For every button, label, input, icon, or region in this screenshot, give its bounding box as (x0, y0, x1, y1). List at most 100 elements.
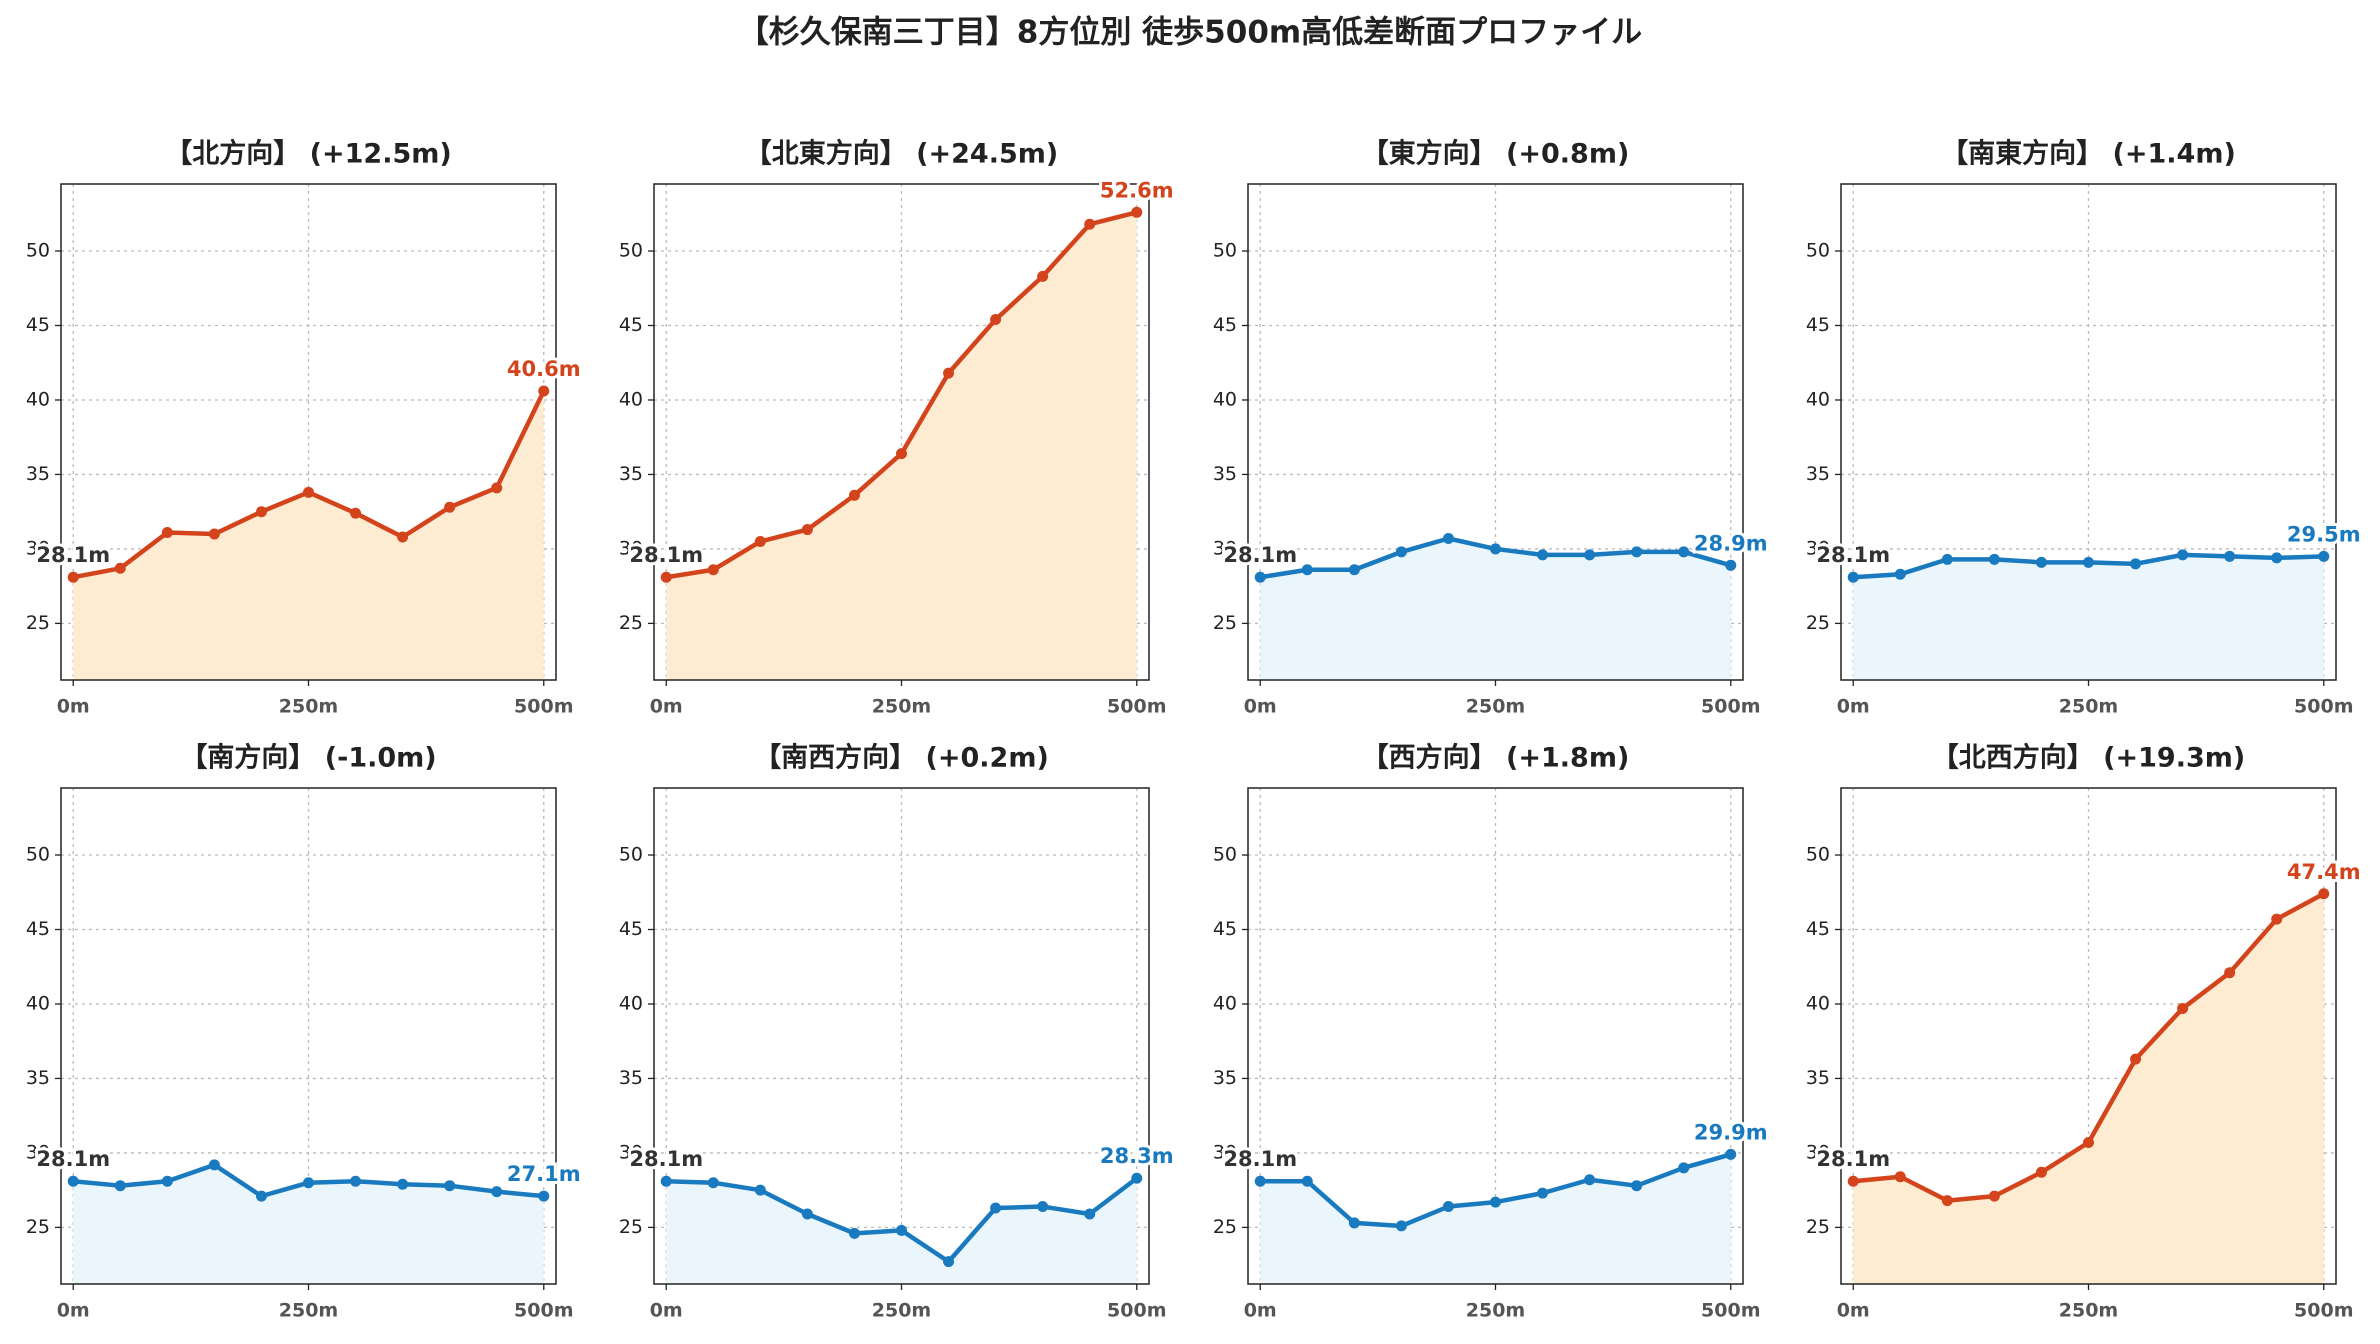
point (896, 448, 907, 460)
point (1631, 546, 1643, 558)
axes-frame (653, 183, 1150, 681)
point (255, 506, 267, 518)
value-label: 28.1m (36, 1147, 110, 1171)
point (2035, 556, 2047, 568)
y-tick-label: 30 (1213, 1141, 1237, 1163)
point (1584, 549, 1596, 561)
point (1348, 564, 1360, 576)
point (303, 1177, 314, 1189)
y-tick-label: 45 (1213, 314, 1237, 336)
value-label: 27.1m (507, 1162, 581, 1186)
point (1631, 1180, 1643, 1192)
point (491, 482, 503, 494)
area (1853, 554, 2324, 680)
x-tick-label: 250m (872, 696, 931, 718)
panel-title: 【北西方向】 (+19.3m) (1932, 742, 2245, 774)
x-tick-label: 500m (514, 1300, 573, 1322)
point (1678, 546, 1690, 558)
y-tick-label: 35 (619, 1067, 643, 1089)
y-tick-label: 40 (1806, 388, 1830, 410)
point (67, 1175, 79, 1187)
value-label: 28.1m (1223, 1147, 1297, 1171)
panel-title: 【東方向】 (+0.8m) (1362, 138, 1630, 170)
point (1941, 553, 1953, 565)
point (208, 1159, 220, 1171)
point (754, 535, 766, 547)
point (1084, 1208, 1096, 1220)
x-tick-label: 0m (1837, 696, 1870, 718)
x-tick-label: 500m (514, 696, 573, 718)
point (801, 1208, 813, 1220)
x-tick-label: 0m (1837, 1300, 1870, 1322)
y-tick-label: 35 (26, 1067, 50, 1089)
y-tick-label: 50 (1213, 844, 1237, 866)
area (73, 1164, 544, 1284)
value-label: 28.3m (1100, 1144, 1174, 1168)
point (1348, 1217, 1360, 1229)
point (350, 507, 362, 519)
point (1941, 1195, 1953, 1207)
panel-title: 【北東方向】 (+24.5m) (745, 138, 1058, 170)
x-tick-label: 250m (2059, 1300, 2118, 1322)
point (707, 564, 719, 576)
panel-title: 【南東方向】 (+1.4m) (1941, 138, 2236, 170)
y-tick-label: 35 (26, 463, 50, 485)
x-tick-label: 0m (1244, 1300, 1277, 1322)
point (1988, 1190, 2000, 1202)
point (1301, 1175, 1313, 1187)
x-tick-label: 250m (1466, 696, 1525, 718)
point (2083, 556, 2094, 568)
point (491, 1186, 503, 1198)
x-tick-label: 500m (1107, 696, 1166, 718)
value-label: 28.9m (1694, 531, 1768, 555)
point (1395, 1220, 1407, 1232)
value-label: 28.1m (629, 543, 703, 567)
y-tick-label: 40 (619, 388, 643, 410)
x-tick-label: 0m (57, 696, 90, 718)
point (660, 571, 672, 583)
area (1853, 893, 2324, 1284)
point (67, 571, 79, 583)
x-tick-label: 250m (2059, 696, 2118, 718)
axes-frame (1247, 787, 1744, 1285)
point (1894, 1171, 1906, 1183)
value-label: 28.1m (1816, 543, 1890, 567)
point (848, 489, 860, 501)
point (114, 1180, 126, 1192)
panel-title: 【南方向】 (-1.0m) (180, 742, 436, 774)
point (161, 527, 173, 539)
point (538, 1190, 550, 1202)
y-tick-label: 50 (1806, 240, 1830, 262)
y-tick-label: 25 (26, 612, 50, 634)
x-tick-label: 0m (1244, 696, 1277, 718)
point (2177, 1002, 2189, 1014)
x-tick-label: 500m (1107, 1300, 1166, 1322)
point (444, 1180, 456, 1192)
y-tick-label: 25 (26, 1216, 50, 1238)
point (2271, 552, 2283, 564)
y-tick-label: 45 (619, 314, 643, 336)
value-label: 28.1m (1223, 543, 1297, 567)
point (801, 524, 813, 536)
y-tick-label: 35 (1213, 463, 1237, 485)
point (1037, 270, 1049, 282)
area (1260, 538, 1731, 680)
y-tick-label: 25 (1213, 612, 1237, 634)
point (1131, 206, 1143, 218)
x-tick-label: 500m (1701, 696, 1760, 718)
point (2130, 1053, 2142, 1065)
x-tick-label: 250m (279, 696, 338, 718)
point (2271, 913, 2283, 925)
point (208, 528, 220, 540)
point (2177, 549, 2189, 561)
point (1725, 1148, 1737, 1160)
x-tick-label: 500m (2294, 1300, 2353, 1322)
point (2083, 1136, 2094, 1148)
figure-title: 【杉久保南三丁目】8方位別 徒歩500m高低差断面プロファイル (738, 15, 1642, 51)
value-label: 29.5m (2287, 522, 2361, 546)
y-tick-label: 45 (26, 918, 50, 940)
y-tick-label: 25 (619, 612, 643, 634)
y-tick-label: 45 (1806, 314, 1830, 336)
point (1678, 1162, 1690, 1174)
